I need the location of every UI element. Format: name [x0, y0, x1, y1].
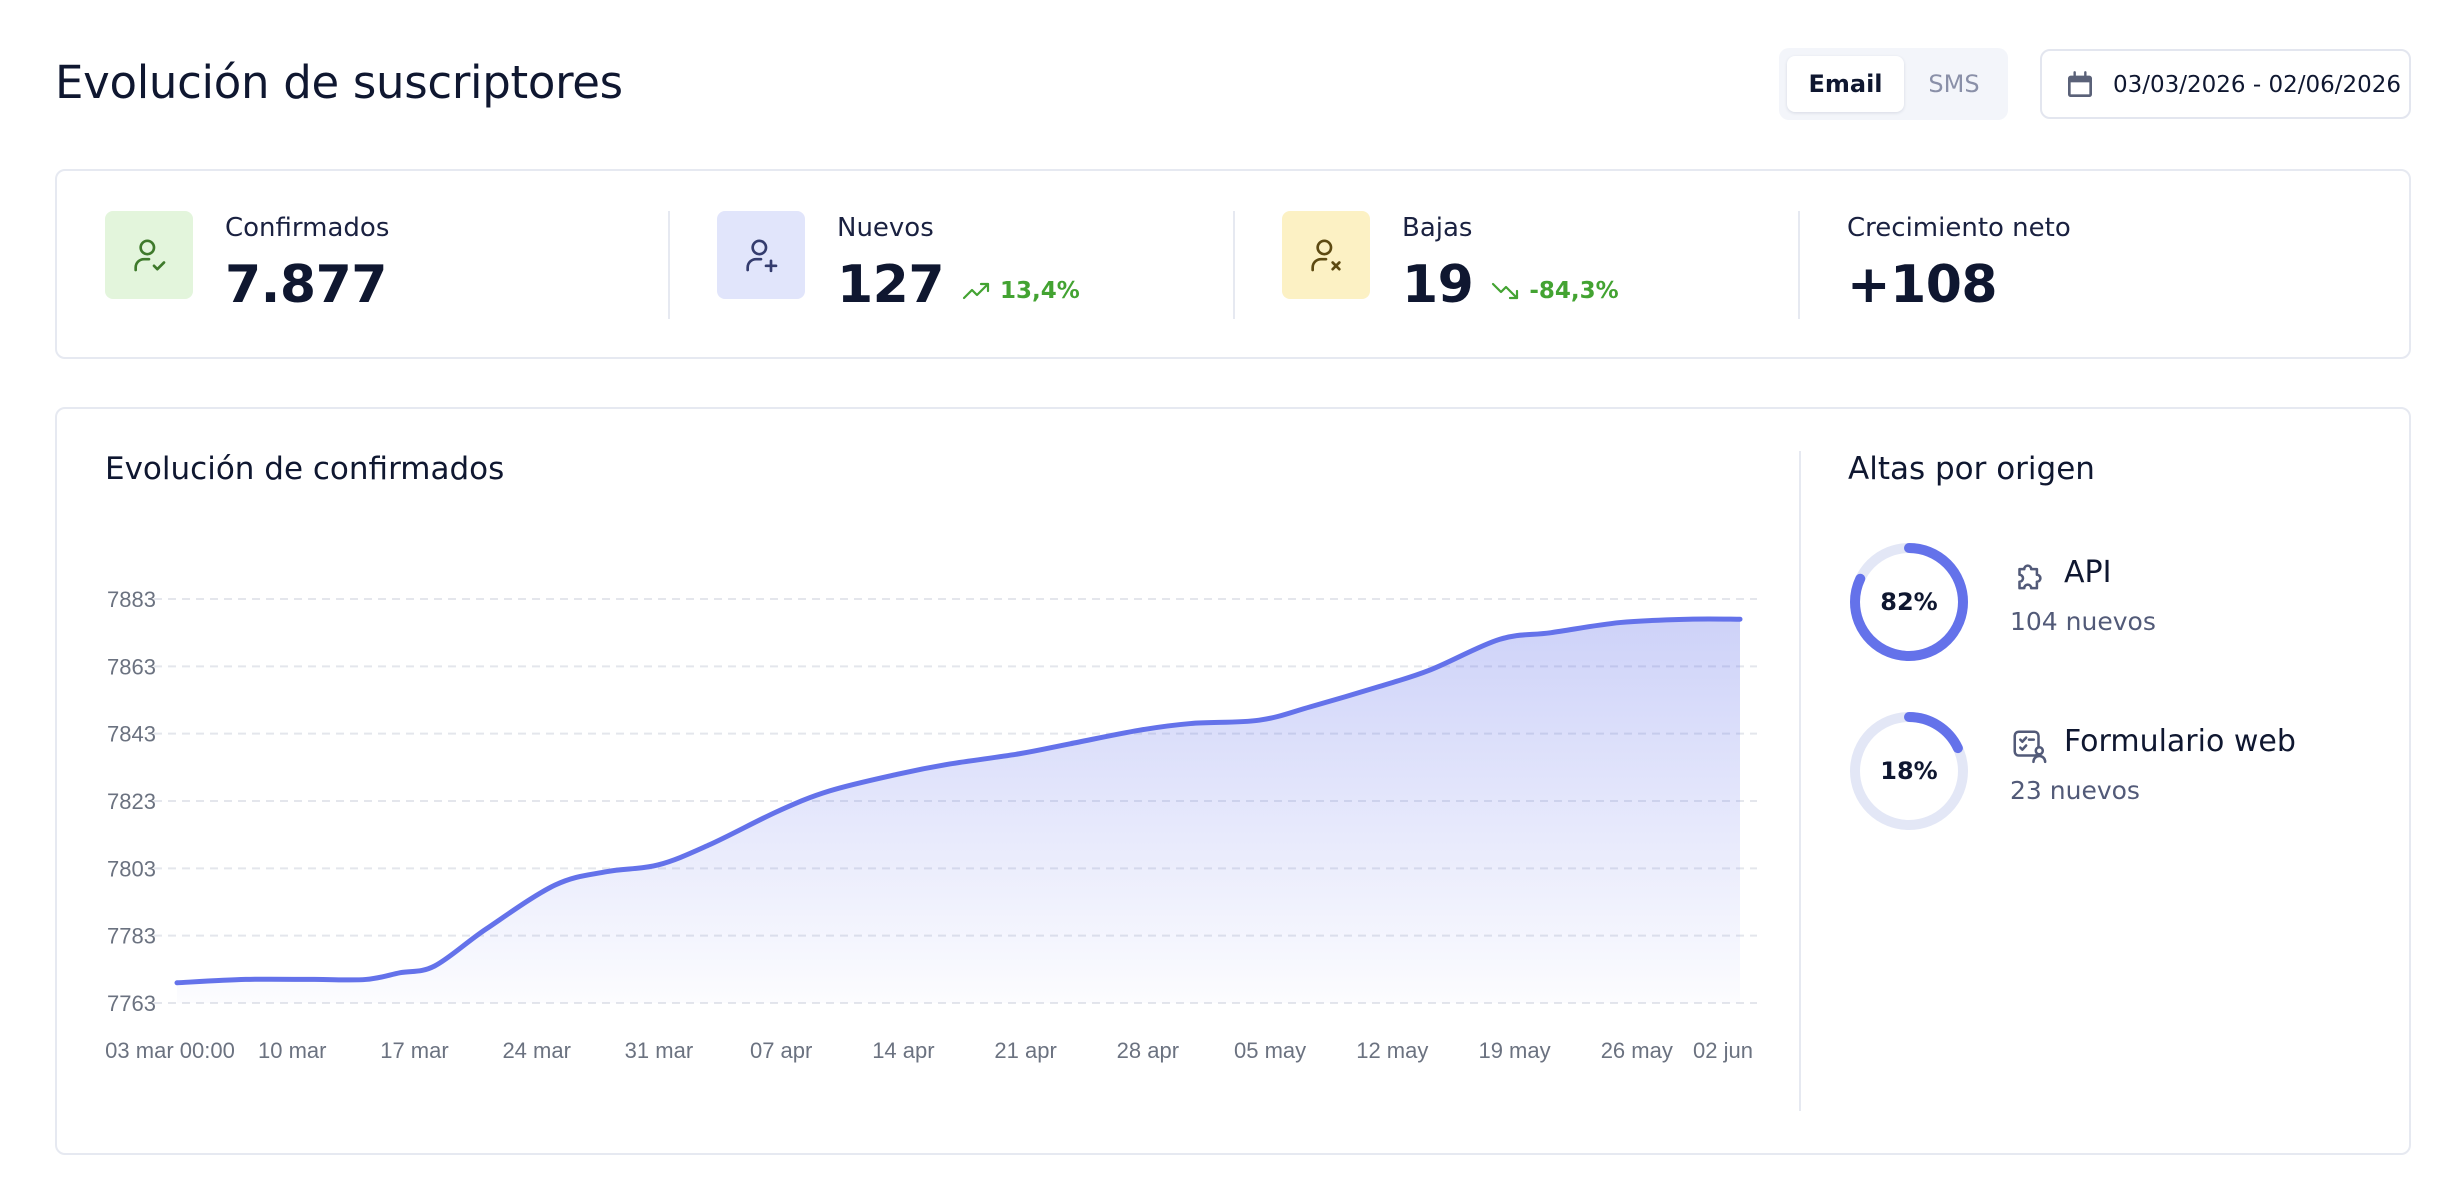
x-tick-label: 28 apr [1117, 1038, 1179, 1063]
x-tick-label: 12 may [1356, 1038, 1428, 1063]
donut-chart [1850, 712, 1968, 830]
donut-chart [1850, 543, 1968, 661]
x-tick-label: 17 mar [380, 1038, 448, 1063]
origin-api: 82% API 104 nuevos [1848, 541, 2368, 671]
x-tick-label: 14 apr [872, 1038, 934, 1063]
origin-name: Formulario web [2064, 724, 2296, 759]
x-tick-label: 10 mar [258, 1038, 326, 1063]
page-header: Evolución de suscriptores Email SMS 03/0… [55, 48, 2411, 128]
trend-value: 13,4% [1000, 278, 1080, 304]
user-plus-icon [717, 211, 805, 299]
trending-down-icon [1492, 282, 1519, 300]
trend-up: 13,4% [962, 278, 1080, 304]
stat-value: 19 [1402, 255, 1474, 315]
x-tick-label: 07 apr [750, 1038, 812, 1063]
date-range-text: 03/03/2026 - 02/06/2026 [2113, 72, 2402, 98]
y-tick-label: 7823 [107, 789, 156, 814]
origin-count: 23 nuevos [2010, 776, 2140, 805]
chart-title: Evolución de confirmados [105, 451, 505, 487]
donut-percent: 18% [1880, 757, 1938, 785]
trend-down: -84,3% [1491, 278, 1619, 304]
stat-unsubscribed: Bajas 19 -84,3% [1235, 171, 1800, 357]
y-tick-label: 7803 [107, 856, 156, 881]
stat-value: 127 [837, 255, 945, 315]
x-tick-label: 19 may [1478, 1038, 1550, 1063]
stat-label: Confirmados [225, 213, 390, 243]
donut-percent: 82% [1880, 588, 1938, 616]
date-range-picker[interactable]: 03/03/2026 - 02/06/2026 [2040, 49, 2411, 119]
channel-toggle: Email SMS [1779, 48, 2008, 120]
tab-sms[interactable]: SMS [1928, 70, 1980, 98]
trend-value: -84,3% [1529, 278, 1619, 304]
series-line [174, 616, 1743, 986]
origins-title: Altas por origen [1848, 451, 2095, 487]
tab-email[interactable]: Email [1787, 56, 1904, 112]
stat-divider [1233, 211, 1235, 319]
user-x-icon [1282, 211, 1370, 299]
x-tick-label: 26 may [1601, 1038, 1673, 1063]
page-title: Evolución de suscriptores [55, 56, 623, 109]
stat-confirmed: Confirmados 7.877 [57, 171, 667, 357]
stat-label: Bajas [1402, 213, 1473, 243]
calendar-icon [2068, 71, 2092, 97]
stat-value: 7.877 [225, 255, 387, 315]
stat-divider [668, 211, 670, 319]
origin-name: API [2064, 555, 2112, 590]
x-tick-label: 02 jun [1693, 1038, 1753, 1063]
x-tick-label: 24 mar [502, 1038, 570, 1063]
y-tick-label: 7863 [107, 654, 156, 679]
origin-count: 104 nuevos [2010, 607, 2156, 636]
series-area [177, 618, 1740, 1003]
confirmed-evolution-chart: 7763 7783 7803 7823 7843 7863 7883 03 mar 00:0… [105, 587, 1757, 1063]
user-check-icon [105, 211, 193, 299]
x-tick-label: 05 may [1234, 1038, 1306, 1063]
x-tick-label: 31 mar [625, 1038, 693, 1063]
y-tick-label: 7843 [107, 722, 156, 747]
stat-label: Nuevos [837, 213, 934, 243]
y-tick-label: 7763 [107, 991, 156, 1016]
donut-arc [1850, 543, 1968, 661]
origin-web-form: 18% Formulario web 23 nuevos [1848, 710, 2368, 840]
stat-value: +108 [1847, 255, 1998, 315]
panel-divider [1799, 451, 1801, 1111]
x-tick-label: 03 mar 00:00 [105, 1038, 235, 1063]
puzzle-icon [2018, 564, 2042, 590]
y-tick-label: 7883 [107, 587, 156, 612]
x-tick-label: 21 apr [994, 1038, 1056, 1063]
chart-card: Evolución de confirmados 7763 7783 7803 782… [55, 407, 2411, 1155]
trending-up-icon [962, 282, 990, 300]
stat-net-growth: Crecimiento neto +108 [1800, 171, 2411, 357]
stat-new: Nuevos 127 13,4% [670, 171, 1235, 357]
y-tick-label: 7783 [107, 924, 156, 949]
stats-card: Confirmados 7.877 Nuevos 127 13,4% [55, 169, 2411, 359]
form-icon [2013, 730, 2047, 764]
stat-label: Crecimiento neto [1847, 213, 2071, 243]
stat-divider [1798, 211, 1800, 319]
donut-arc [1850, 712, 1968, 830]
